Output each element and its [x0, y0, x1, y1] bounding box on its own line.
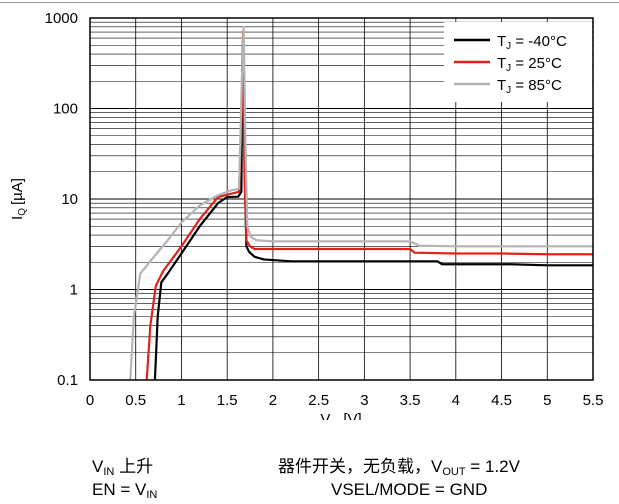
plot-frame: [89, 17, 594, 381]
y-tick-label: 10: [61, 191, 78, 208]
x-axis-label: VIN[V]: [320, 411, 361, 420]
x-tick-label: 3.5: [400, 392, 421, 409]
x-axis-label-sub: IN: [330, 419, 340, 420]
caption-vin-rising: VIN 上升: [92, 452, 153, 478]
x-tick-label: 0.5: [125, 392, 146, 409]
series-line-1: [145, 29, 593, 381]
x-tick-label: 1.5: [217, 392, 238, 409]
grid: [90, 18, 593, 380]
x-tick-label: 0: [86, 392, 94, 409]
y-tick-labels: 0.1 1 10 100 1000: [45, 10, 78, 389]
iq-vs-vin-chart: 0 0.5 1 1.5 2 2.5 3 3.5 4 4.5 5 5.5 0.1 1 10 100 1000 V…: [9, 10, 604, 420]
series-line-2: [129, 26, 593, 381]
y-axis-label-main: I: [9, 216, 26, 220]
x-tick-label: 4.5: [491, 392, 512, 409]
series-lines: [129, 26, 593, 381]
legend-label-85: TJ = 85°C: [497, 77, 562, 96]
x-tick-label: 3: [360, 392, 368, 409]
x-tick-label: 1: [177, 392, 185, 409]
x-tick-label: 5: [543, 392, 551, 409]
caption-en-sub: IN: [146, 489, 158, 501]
caption-vsel: VSEL/MODE = GND: [331, 480, 487, 500]
legend-label-25: TJ = 25°C: [497, 55, 562, 74]
top-rule: [0, 2, 619, 3]
x-tick-label: 5.5: [583, 392, 604, 409]
caption-vin-v: V: [92, 457, 104, 476]
x-tick-label: 2.5: [308, 392, 329, 409]
legend: TJ = -40°C TJ = 25°C TJ = 85°C: [444, 22, 592, 102]
y-axis-label: IQ [µA]: [9, 178, 28, 220]
series-line-0: [153, 33, 593, 381]
caption-conditions-rest: = 1.2V: [465, 457, 520, 476]
caption-vin-sub: IN: [103, 466, 115, 478]
legend-label-m40: TJ = -40°C: [497, 33, 567, 52]
caption-en-pre: EN = V: [92, 480, 147, 499]
y-tick-label: 1000: [45, 10, 78, 27]
caption-conditions: 器件开关，无负载，VOUT = 1.2V: [278, 452, 520, 478]
x-tick-labels: 0 0.5 1 1.5 2 2.5 3 3.5 4 4.5 5 5.5: [86, 392, 604, 409]
x-axis-label-unit: [V]: [343, 411, 361, 420]
caption-en: EN = VIN: [92, 480, 157, 501]
y-tick-label: 1: [70, 282, 78, 299]
x-axis-label-main: V: [320, 411, 330, 420]
y-axis-label-sub: Q: [17, 208, 28, 216]
caption-conditions-pre: 器件开关，无负载，V: [278, 457, 443, 476]
y-tick-label: 0.1: [57, 372, 78, 389]
x-tick-label: 4: [452, 392, 460, 409]
x-tick-label: 2: [269, 392, 277, 409]
y-axis-label-unit: [µA]: [9, 178, 26, 205]
y-tick-label: 100: [53, 101, 78, 118]
caption-vsel-text: VSEL/MODE = GND: [331, 480, 488, 499]
caption-conditions-sub: OUT: [442, 466, 466, 478]
caption-vin-rest: 上升: [114, 457, 154, 476]
